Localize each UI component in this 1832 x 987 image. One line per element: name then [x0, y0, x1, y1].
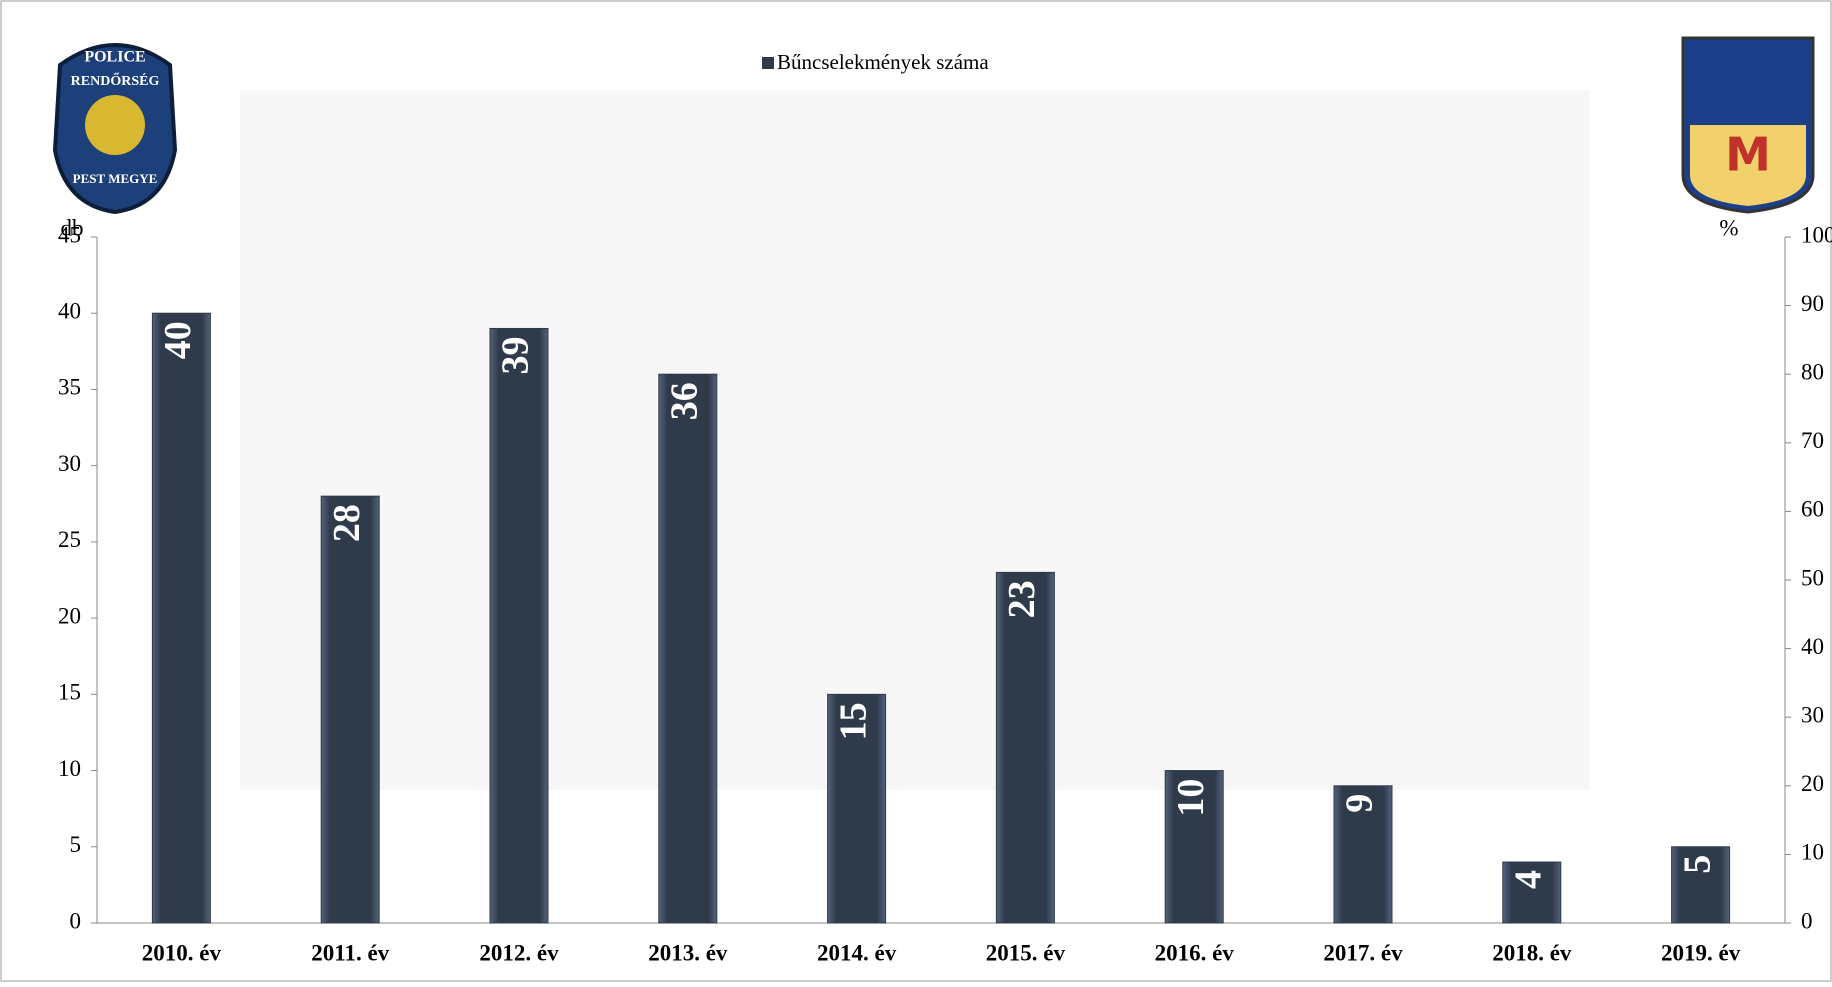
y2-tick-label: 0	[1801, 908, 1813, 933]
y2-tick-label: 100	[1801, 222, 1832, 247]
x-tick-label: 2015. év	[986, 940, 1066, 965]
y-tick-label: 0	[70, 908, 82, 933]
y-tick-label: 30	[58, 451, 81, 476]
x-tick-label: 2018. év	[1492, 940, 1572, 965]
y2-axis-label: %	[1719, 215, 1738, 240]
x-tick-label: 2016. év	[1155, 940, 1235, 965]
value-label: 40	[157, 321, 199, 359]
y2-tick-label: 30	[1801, 702, 1824, 727]
value-label: 5	[1676, 855, 1718, 874]
y-tick-label: 35	[58, 375, 81, 400]
y-tick-label: 45	[58, 222, 81, 247]
bar	[659, 374, 717, 923]
y-tick-label: 40	[58, 299, 81, 324]
chart: POLICE RENDŐRSÉG PEST MEGYE M Bűncselekm…	[0, 0, 1832, 982]
value-label: 9	[1339, 794, 1381, 813]
y-tick-label: 5	[70, 832, 82, 857]
y2-tick-label: 80	[1801, 359, 1824, 384]
x-tick-label: 2017. év	[1323, 940, 1403, 965]
background-photo	[240, 90, 1590, 790]
y2-tick-label: 20	[1801, 771, 1824, 796]
badge-text: PEST MEGYE	[73, 171, 158, 186]
value-label: 39	[495, 336, 537, 374]
x-tick-label: 2014. év	[817, 940, 897, 965]
x-tick-label: 2011. év	[311, 940, 389, 965]
x-tick-label: 2013. év	[648, 940, 728, 965]
x-tick-label: 2019. év	[1661, 940, 1741, 965]
value-label: 4	[1508, 870, 1550, 889]
value-label: 36	[664, 382, 706, 420]
bar	[490, 328, 548, 923]
value-label: 10	[1170, 779, 1212, 817]
y-tick-label: 10	[58, 756, 81, 781]
value-label: 28	[326, 504, 368, 542]
bar	[152, 313, 210, 923]
y2-tick-label: 60	[1801, 497, 1824, 522]
legend-label: Bűncselekmények száma	[777, 50, 989, 74]
badge-text: POLICE	[84, 49, 145, 66]
town-crest: M	[1683, 38, 1813, 212]
police-badge: POLICE RENDŐRSÉG PEST MEGYE	[55, 45, 175, 212]
badge-text: RENDŐRSÉG	[71, 72, 160, 89]
bar	[321, 496, 379, 923]
legend-swatch	[762, 57, 774, 69]
x-tick-label: 2012. év	[479, 940, 559, 965]
y2-tick-label: 10	[1801, 840, 1824, 865]
y-tick-label: 25	[58, 527, 81, 552]
y-tick-label: 15	[58, 680, 81, 705]
crest-letter: M	[1725, 128, 1771, 182]
x-tick-label: 2010. év	[142, 940, 222, 965]
y2-tick-label: 50	[1801, 565, 1824, 590]
y2-tick-label: 90	[1801, 291, 1824, 316]
value-label: 23	[1001, 580, 1043, 618]
value-label: 15	[832, 702, 874, 740]
bar	[996, 572, 1054, 923]
y2-tick-label: 70	[1801, 428, 1824, 453]
y2-tick-label: 40	[1801, 634, 1824, 659]
y-tick-label: 20	[58, 603, 81, 628]
